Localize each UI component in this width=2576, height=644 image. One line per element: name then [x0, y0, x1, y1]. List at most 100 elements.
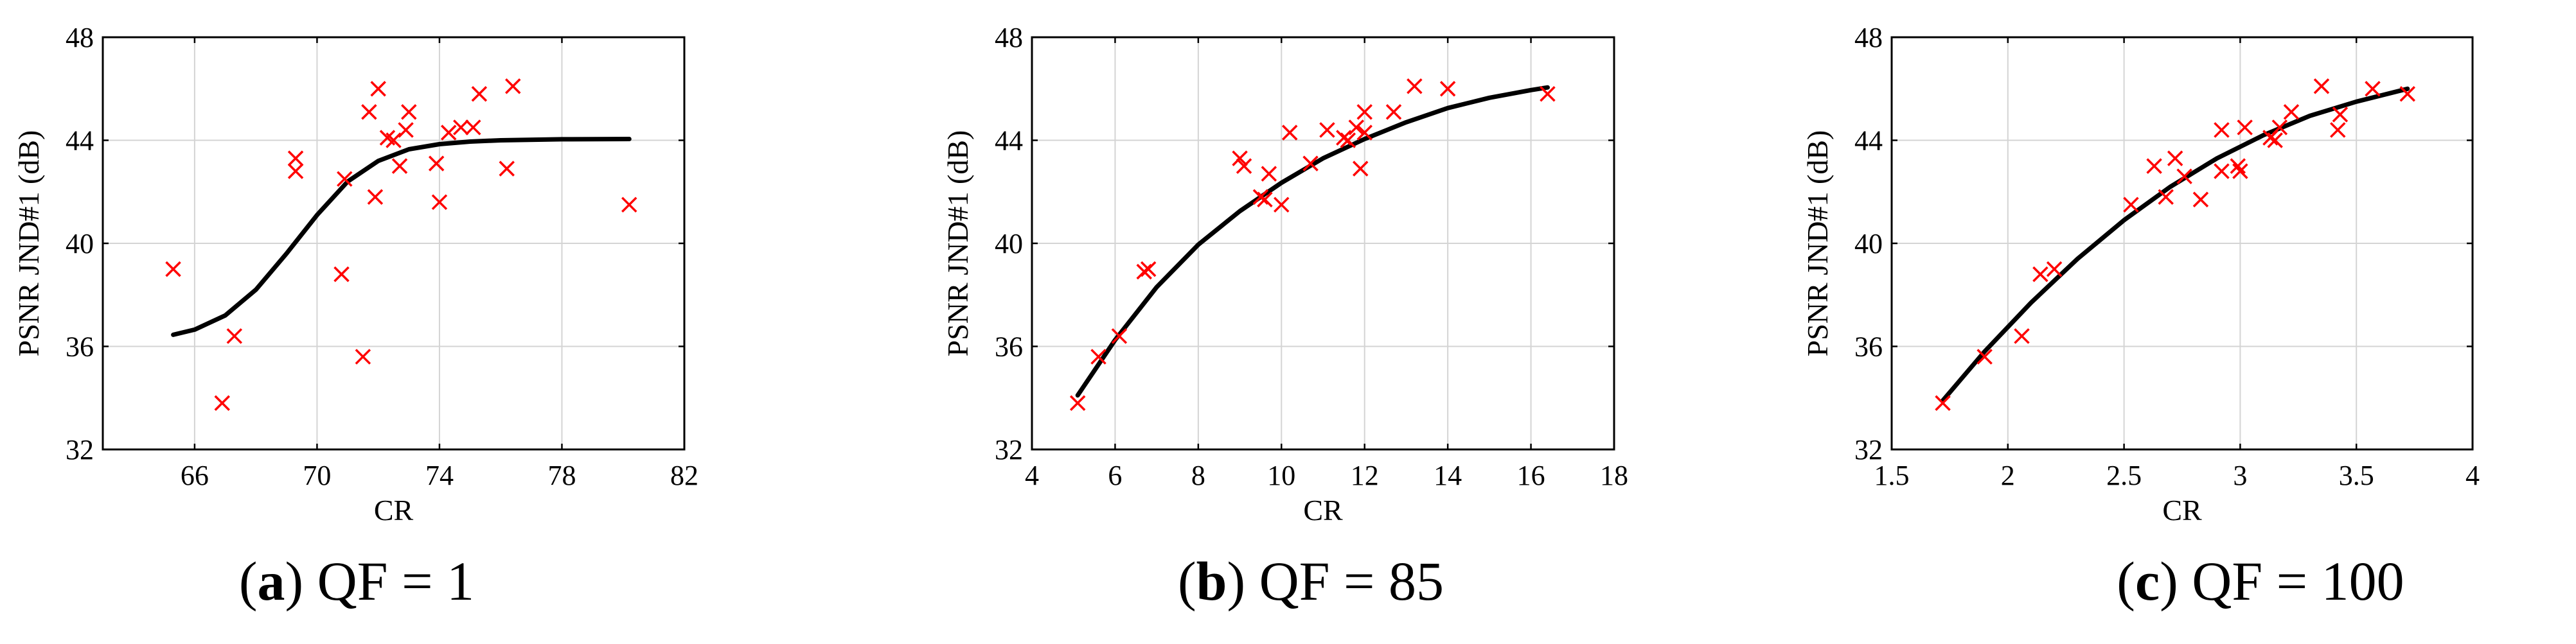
- x-tick-label: 10: [1267, 460, 1295, 491]
- data-point-marker: [1340, 132, 1356, 148]
- x-axis-label: CR: [1303, 494, 1343, 527]
- x-tick-label: 74: [425, 460, 454, 491]
- data-point-marker: [337, 171, 353, 187]
- data-point-marker: [1257, 191, 1273, 208]
- data-point-marker: [1319, 122, 1335, 138]
- data-point-marker: [226, 328, 243, 344]
- fit-curve-c: [1941, 86, 2410, 403]
- data-point-marker: [499, 161, 515, 177]
- y-tick-label: 44: [66, 125, 94, 157]
- chart-panel-c: 1.5 2 2.5 3 3.5 4 32 36 40 44 48 CR PSNR JND#1 (dB): [1801, 22, 2480, 527]
- data-point-marker: [287, 163, 304, 179]
- data-point-marker: [2014, 328, 2030, 344]
- y-tick-label: 36: [1854, 331, 1883, 363]
- data-point-marker: [398, 122, 414, 138]
- data-point-marker: [386, 132, 402, 148]
- data-point-marker: [1261, 166, 1277, 182]
- x-tick-label: 70: [303, 460, 331, 491]
- y-tick-label: 32: [1854, 434, 1883, 466]
- chart-panel-b: 4 6 8 10 12 14 16 18 32 36 40 44 48 CR PSNR JND#1 (dB): [941, 22, 1628, 527]
- x-tick-label: 2: [2001, 460, 2015, 491]
- data-point-marker: [2214, 122, 2230, 138]
- data-point-marker: [2032, 266, 2048, 283]
- x-tick-label: 1.5: [1874, 460, 1910, 491]
- y-tick-label: 44: [1854, 125, 1883, 157]
- data-point-marker: [1274, 196, 1290, 213]
- y-axis-label: PSNR JND#1 (dB): [1801, 130, 1834, 357]
- caption-b: (b) QF = 85: [1177, 550, 1444, 612]
- caption-a-letter: a: [257, 550, 285, 612]
- data-point-marker: [1976, 349, 1993, 365]
- caption-a: (a) QF = 1: [238, 550, 475, 612]
- data-point-marker: [2123, 196, 2139, 213]
- y-axis-label: PSNR JND#1 (dB): [941, 130, 974, 357]
- x-tick-label: 3.5: [2339, 460, 2374, 491]
- data-point-marker: [1356, 104, 1372, 120]
- data-point-marker: [453, 119, 469, 135]
- data-point-marker: [1935, 395, 1951, 412]
- data-point-marker: [2399, 86, 2415, 102]
- axes-frame-c: [1890, 36, 2474, 451]
- data-point-marker: [1069, 395, 1086, 412]
- data-point-marker: [214, 395, 231, 412]
- data-point-marker: [440, 125, 457, 141]
- x-tick-label: 12: [1351, 460, 1379, 491]
- data-point-marker: [2313, 78, 2330, 94]
- caption-c-letter: c: [2135, 550, 2160, 612]
- data-point-marker: [1385, 104, 1402, 120]
- y-tick-label: 36: [66, 331, 94, 363]
- caption-b-letter: b: [1196, 550, 1227, 612]
- data-point-marker: [1140, 261, 1157, 277]
- data-point-marker: [2365, 81, 2381, 97]
- data-point-marker: [2232, 163, 2248, 179]
- chart-panel-a: 66 70 74 78 82 32 36 40 44 48 CR PSNR JND#1 (dB): [12, 22, 698, 527]
- x-tick-label: 3: [2233, 460, 2247, 491]
- data-point-marker: [370, 81, 386, 97]
- x-tick-label: 66: [181, 460, 209, 491]
- y-tick-label: 48: [995, 22, 1023, 53]
- data-point-marker: [401, 104, 417, 120]
- y-tick-label: 40: [1854, 228, 1883, 259]
- y-tick-label: 32: [66, 434, 94, 466]
- data-point-marker: [465, 119, 481, 135]
- data-point-marker: [428, 155, 445, 171]
- caption-b-text: QF = 85: [1259, 550, 1444, 612]
- data-point-marker: [1540, 86, 1556, 102]
- x-tick-label: 78: [547, 460, 576, 491]
- data-point-marker: [2158, 189, 2174, 205]
- data-point-marker: [2167, 150, 2183, 166]
- data-point-marker: [471, 86, 488, 102]
- data-point-marker: [1111, 328, 1128, 344]
- data-point-marker: [1232, 150, 1248, 166]
- data-point-marker: [1348, 119, 1365, 135]
- x-axis-label: CR: [2162, 494, 2202, 527]
- data-point-marker: [333, 266, 350, 283]
- y-tick-label: 32: [995, 434, 1023, 466]
- x-tick-label: 14: [1434, 460, 1462, 491]
- data-point-marker: [1236, 158, 1252, 174]
- data-point-marker: [1302, 155, 1319, 171]
- data-point-marker: [1356, 125, 1372, 141]
- data-point-marker: [1353, 161, 1369, 177]
- data-point-marker: [2332, 107, 2349, 123]
- x-tick-label: 6: [1108, 460, 1122, 491]
- y-tick-label: 40: [995, 228, 1023, 259]
- data-point-marker: [391, 158, 408, 174]
- x-tick-label: 82: [670, 460, 698, 491]
- data-point-marker: [287, 150, 304, 166]
- caption-c-text: QF = 100: [2192, 550, 2404, 612]
- data-point-marker: [431, 194, 448, 211]
- caption-c: (c) QF = 100: [2117, 550, 2404, 612]
- y-tick-label: 36: [995, 331, 1023, 363]
- axes-frame-a: [102, 36, 686, 451]
- data-point-marker: [2271, 119, 2288, 135]
- fit-curve-b: [1075, 85, 1550, 398]
- data-point-marker: [2176, 168, 2192, 184]
- y-tick-label: 48: [1854, 22, 1883, 53]
- data-point-marker: [2330, 122, 2346, 138]
- y-tick-label: 44: [995, 125, 1023, 157]
- x-tick-label: 16: [1517, 460, 1545, 491]
- data-point-marker: [2046, 261, 2063, 277]
- data-point-marker: [1439, 81, 1456, 97]
